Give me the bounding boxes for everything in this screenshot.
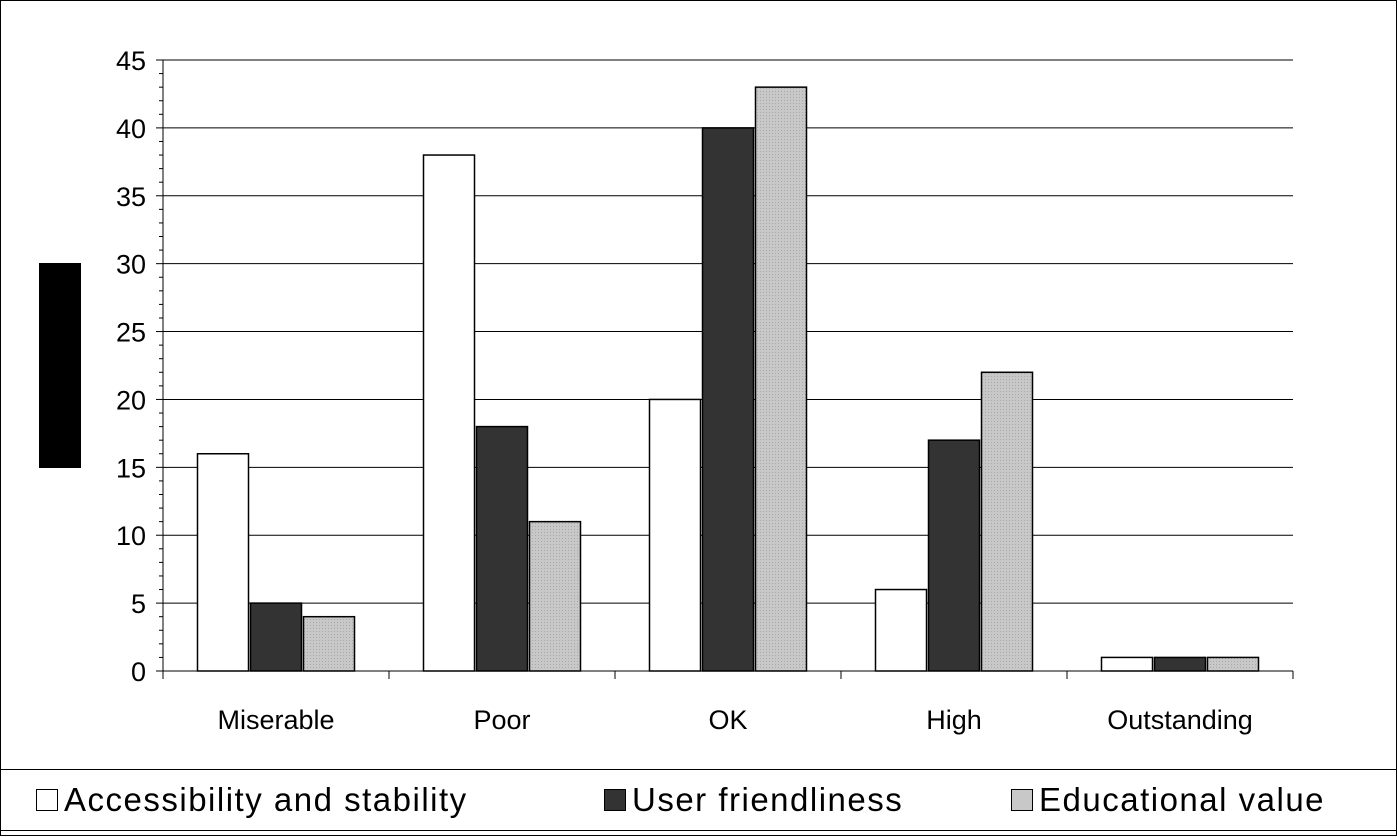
bar-user-friendliness-outstanding: [1153, 656, 1207, 672]
bars: [196, 86, 1260, 672]
x-category-label: Miserable: [217, 705, 334, 735]
y-tick-label: 40: [116, 114, 146, 144]
legend-item-accessibility: Accessibility and stability: [36, 780, 468, 820]
legend-label-accessibility: Accessibility and stability: [64, 781, 468, 818]
bar-accessibility-and-stability-outstanding: [1100, 656, 1154, 672]
bar-educational-value-ok: [754, 86, 808, 672]
bar-educational-value-outstanding: [1206, 656, 1260, 672]
x-category-label: OK: [708, 705, 747, 735]
tick-labels: 0 5 10 15 20 25 30 35 40 45 Miserable Poor OK High Out…: [116, 46, 1253, 735]
x-category-label: Poor: [473, 705, 530, 735]
bar-educational-value-high: [980, 371, 1034, 672]
bar-educational-value-poor: [528, 520, 582, 672]
legend-label-educational-value: Educational value: [1039, 781, 1326, 818]
legend-item-user-friendliness: User friendliness: [604, 780, 903, 820]
y-tick-label: 35: [116, 182, 146, 212]
legend-item-educational-value: Educational value: [1011, 780, 1325, 820]
legend: Accessibility and stability User friendl…: [1, 769, 1397, 837]
bar-chart: 0 5 10 15 20 25 30 35 40 45 Miserable Poor OK High Out…: [116, 46, 1294, 735]
y-tick-label: 25: [116, 318, 146, 348]
x-category-label: Outstanding: [1107, 705, 1253, 735]
y-tick-label: 0: [131, 657, 146, 687]
legend-divider: [1, 830, 1397, 831]
legend-swatch-user-friendliness: [604, 789, 626, 811]
y-tick-label: 10: [116, 521, 146, 551]
y-tick-label: 30: [116, 250, 146, 280]
y-tick-label: 45: [116, 46, 146, 76]
y-axis-label-block: [39, 263, 81, 468]
bar-accessibility-and-stability-high: [874, 588, 928, 672]
bar-educational-value-miserable: [302, 615, 356, 672]
y-tick-label: 15: [116, 453, 146, 483]
x-category-label: High: [926, 705, 982, 735]
legend-label-user-friendliness: User friendliness: [632, 781, 904, 818]
legend-swatch-accessibility: [36, 789, 58, 811]
bar-user-friendliness-poor: [475, 425, 529, 672]
bar-accessibility-and-stability-ok: [648, 398, 702, 672]
y-tick-label: 20: [116, 385, 146, 415]
legend-swatch-educational-value: [1011, 789, 1033, 811]
bar-user-friendliness-ok: [701, 127, 755, 672]
bar-accessibility-and-stability-miserable: [196, 453, 250, 672]
bar-user-friendliness-miserable: [249, 602, 303, 672]
bar-accessibility-and-stability-poor: [422, 154, 476, 672]
bar-user-friendliness-high: [927, 439, 981, 672]
y-tick-label: 5: [131, 589, 146, 619]
